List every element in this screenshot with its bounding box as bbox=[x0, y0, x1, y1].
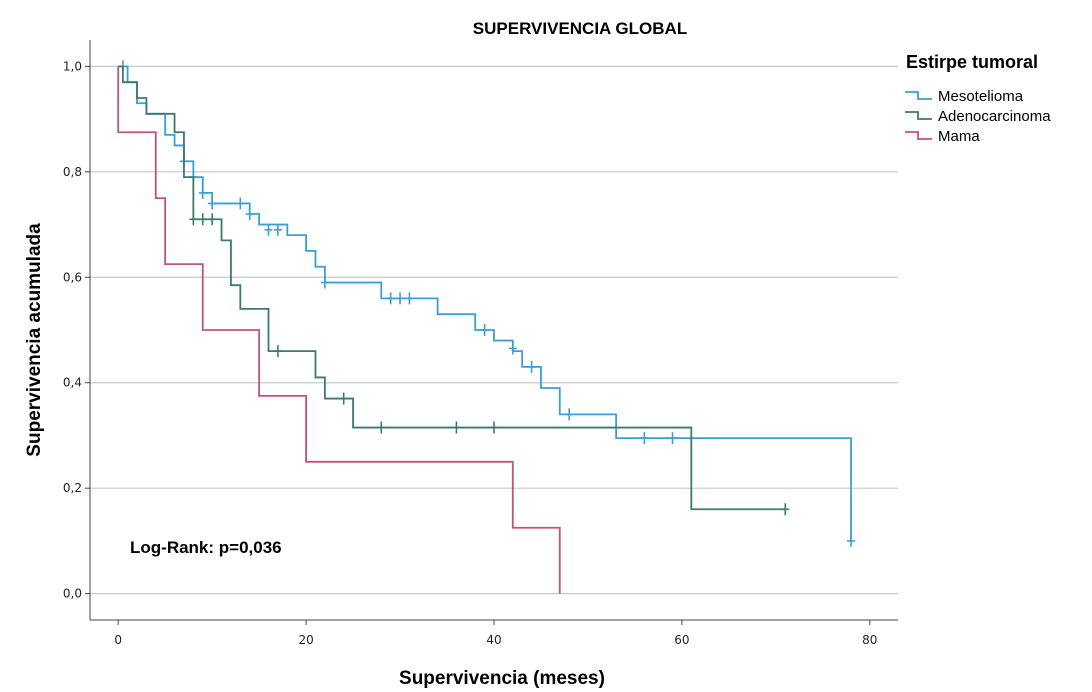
y-tick-label: 0,2 bbox=[63, 481, 82, 495]
legend-label-mama: Mama bbox=[938, 128, 980, 145]
y-tick-label: 0,8 bbox=[63, 165, 82, 179]
y-tick-label: 1,0 bbox=[63, 59, 82, 73]
censor-mark-adenocarcinoma bbox=[781, 503, 790, 516]
x-tick-label: 40 bbox=[486, 633, 501, 647]
censor-mark-mesotelioma bbox=[527, 360, 536, 373]
y-ticks: 0,0 0,2 0,4 0,6 0,8 1,0 bbox=[63, 59, 90, 601]
x-tick-label: 60 bbox=[674, 633, 689, 647]
curve-adenocarcinoma bbox=[118, 65, 786, 511]
censor-mark-adenocarcinoma bbox=[189, 213, 198, 226]
censor-mark-mesotelioma bbox=[236, 197, 245, 210]
censor-mark-mesotelioma bbox=[386, 292, 395, 305]
log-rank-annotation: Log-Rank: p=0,036 bbox=[130, 538, 282, 557]
legend-label-adenocarcinoma: Adenocarcinoma bbox=[938, 108, 1051, 125]
legend-swatch-adenocarcinoma bbox=[905, 111, 932, 120]
censor-mark-mesotelioma bbox=[245, 208, 254, 220]
chart-title: SUPERVIVENCIA GLOBAL bbox=[473, 19, 687, 38]
legend-title: Estirpe tumoral bbox=[906, 52, 1038, 72]
x-tick-label: 0 bbox=[114, 633, 122, 647]
x-axis-title: Supervivencia (meses) bbox=[399, 668, 605, 689]
censor-mark-adenocarcinoma bbox=[490, 421, 498, 434]
legend-label-mesotelioma: Mesotelioma bbox=[938, 88, 1024, 105]
legend: Estirpe tumoral Mesotelioma Adenocarcinom… bbox=[905, 52, 1051, 145]
censor-mark-mesotelioma bbox=[640, 432, 649, 445]
x-tick-label: 80 bbox=[862, 633, 877, 647]
curve-mesotelioma bbox=[118, 65, 852, 541]
x-ticks: 0 20 40 60 80 bbox=[114, 620, 877, 647]
censor-mark-mesotelioma bbox=[405, 292, 414, 305]
censor-mark-adenocarcinoma bbox=[273, 345, 282, 358]
y-tick-label: 0,0 bbox=[63, 587, 82, 601]
censor-mark-mesotelioma bbox=[565, 408, 574, 421]
censor-mark-mesotelioma bbox=[396, 292, 405, 305]
x-tick-label: 20 bbox=[298, 633, 313, 647]
grid bbox=[90, 65, 898, 595]
censor-mark-mesotelioma bbox=[273, 223, 282, 236]
censor-mark-mesotelioma bbox=[668, 432, 677, 445]
censor-mark-mesotelioma bbox=[508, 342, 517, 355]
y-tick-label: 0,4 bbox=[63, 376, 82, 390]
survival-curves bbox=[117, 60, 856, 594]
legend-swatch-mesotelioma bbox=[905, 91, 932, 100]
y-axis-title: Supervivencia acumulada bbox=[24, 223, 45, 457]
censor-mark-adenocarcinoma bbox=[339, 392, 348, 405]
censor-mark-mesotelioma bbox=[264, 223, 273, 236]
censor-mark-mesotelioma bbox=[847, 534, 856, 547]
censor-mark-adenocarcinoma bbox=[377, 421, 386, 434]
censor-mark-mesotelioma bbox=[198, 186, 207, 199]
censor-mark-adenocarcinoma bbox=[208, 213, 217, 226]
censor-mark-mesotelioma bbox=[480, 324, 489, 336]
censor-mark-mesotelioma bbox=[320, 276, 329, 289]
censor-mark-mesotelioma bbox=[208, 197, 217, 210]
curve-mama bbox=[117, 66, 561, 594]
legend-swatch-mama bbox=[905, 131, 932, 140]
censor-mark-adenocarcinoma bbox=[198, 213, 207, 226]
censor-mark-adenocarcinoma bbox=[452, 421, 461, 434]
y-tick-label: 0,6 bbox=[63, 270, 82, 284]
